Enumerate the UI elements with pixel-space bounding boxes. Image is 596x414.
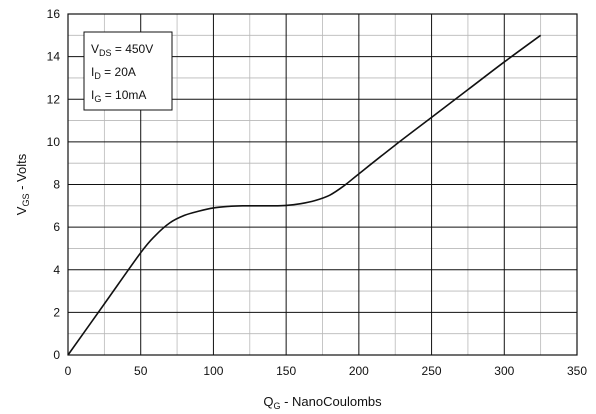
x-tick-label: 300 <box>494 364 514 378</box>
x-tick-labels: 0 50 100 150 200 250 300 350 <box>65 364 588 378</box>
y-tick-label: 12 <box>47 92 61 106</box>
y-tick-label: 2 <box>53 305 60 319</box>
x-tick-label: 0 <box>65 364 72 378</box>
gate-charge-curve <box>67 34 542 356</box>
conditions-box-frame <box>83 31 173 111</box>
x-tick-label: 50 <box>134 364 148 378</box>
x-tick-label: 150 <box>276 364 296 378</box>
x-tick-label: 200 <box>349 364 369 378</box>
series-layer <box>67 34 542 356</box>
y-tick-label: 14 <box>47 50 61 64</box>
plot-area-frame <box>67 13 578 356</box>
y-tick-label: 8 <box>53 178 60 192</box>
x-tick-label: 100 <box>203 364 223 378</box>
y-tick-label: 6 <box>53 220 60 234</box>
y-tick-labels: 0 2 4 6 8 10 12 14 16 <box>47 7 61 362</box>
y-tick-label: 0 <box>53 348 60 362</box>
x-tick-label: 350 <box>567 364 587 378</box>
y-tick-label: 4 <box>53 263 60 277</box>
x-tick-label: 250 <box>422 364 442 378</box>
condition-ig: IG = 10mA <box>91 88 146 104</box>
y-tick-label: 10 <box>47 135 61 149</box>
condition-id: ID = 20A <box>91 65 136 81</box>
x-axis-label: QG - NanoCoulombs <box>263 394 382 411</box>
conditions-box: VDS = 450V ID = 20A IG = 10mA <box>83 31 173 111</box>
condition-vds: VDS = 450V <box>91 42 153 58</box>
minor-grid <box>68 14 577 355</box>
y-tick-label: 16 <box>47 7 61 21</box>
y-axis-label: VGS - Volts <box>14 153 31 215</box>
